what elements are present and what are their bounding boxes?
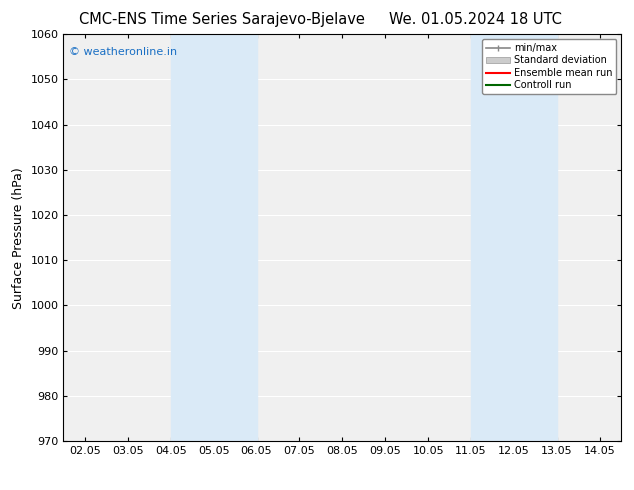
Legend: min/max, Standard deviation, Ensemble mean run, Controll run: min/max, Standard deviation, Ensemble me… — [482, 39, 616, 94]
Y-axis label: Surface Pressure (hPa): Surface Pressure (hPa) — [12, 167, 25, 309]
Text: CMC-ENS Time Series Sarajevo-Bjelave: CMC-ENS Time Series Sarajevo-Bjelave — [79, 12, 365, 27]
Text: © weatheronline.in: © weatheronline.in — [69, 47, 177, 56]
Text: We. 01.05.2024 18 UTC: We. 01.05.2024 18 UTC — [389, 12, 562, 27]
Bar — [471, 34, 557, 441]
Bar — [171, 34, 257, 441]
